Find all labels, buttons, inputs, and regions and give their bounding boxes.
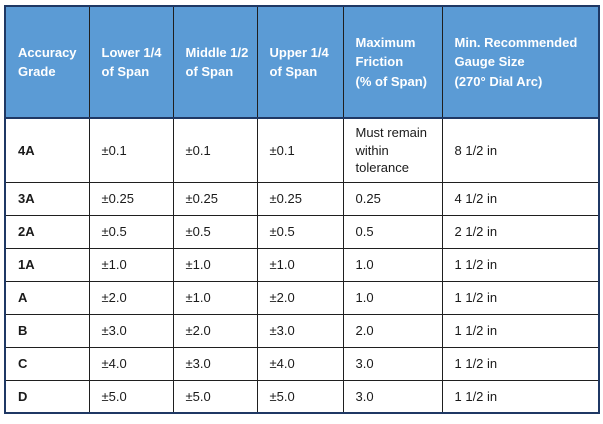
cell-lower: ±2.0 xyxy=(88,280,174,315)
col-header-middle-half: Middle 1/2 of Span xyxy=(172,5,258,119)
cell-gauge: 4 1/2 in xyxy=(441,181,600,216)
cell-grade: A xyxy=(4,280,90,315)
cell-middle: ±0.25 xyxy=(172,181,258,216)
cell-upper: ±0.1 xyxy=(256,117,344,183)
table-row-3a: 3A ±0.25 ±0.25 ±0.25 0.25 4 1/2 in xyxy=(4,181,600,216)
cell-friction: 1.0 xyxy=(342,280,443,315)
cell-middle: ±1.0 xyxy=(172,280,258,315)
cell-lower: ±0.25 xyxy=(88,181,174,216)
cell-upper: ±0.25 xyxy=(256,181,344,216)
cell-upper: ±5.0 xyxy=(256,379,344,414)
cell-friction: 0.25 xyxy=(342,181,443,216)
cell-gauge: 1 1/2 in xyxy=(441,379,600,414)
col-header-min-gauge-size: Min. Recommended Gauge Size (270° Dial A… xyxy=(441,5,600,119)
cell-upper: ±1.0 xyxy=(256,247,344,282)
cell-grade: B xyxy=(4,313,90,348)
table-row-c: C ±4.0 ±3.0 ±4.0 3.0 1 1/2 in xyxy=(4,346,600,381)
cell-friction: 0.5 xyxy=(342,214,443,249)
cell-gauge: 1 1/2 in xyxy=(441,346,600,381)
table-row-2a: 2A ±0.5 ±0.5 ±0.5 0.5 2 1/2 in xyxy=(4,214,600,249)
cell-grade: 3A xyxy=(4,181,90,216)
cell-lower: ±0.1 xyxy=(88,117,174,183)
cell-middle: ±5.0 xyxy=(172,379,258,414)
cell-grade: D xyxy=(4,379,90,414)
table-row-4a: 4A ±0.1 ±0.1 ±0.1 Must remain within tol… xyxy=(4,117,600,183)
cell-gauge: 1 1/2 in xyxy=(441,247,600,282)
table-row-a: A ±2.0 ±1.0 ±2.0 1.0 1 1/2 in xyxy=(4,280,600,315)
col-header-upper-quarter: Upper 1/4 of Span xyxy=(256,5,344,119)
cell-lower: ±4.0 xyxy=(88,346,174,381)
cell-lower: ±3.0 xyxy=(88,313,174,348)
cell-upper: ±2.0 xyxy=(256,280,344,315)
table-body: 4A ±0.1 ±0.1 ±0.1 Must remain within tol… xyxy=(4,117,600,414)
cell-friction: 2.0 xyxy=(342,313,443,348)
accuracy-grade-table-wrapper: Accuracy Grade Lower 1/4 of Span Middle … xyxy=(4,5,600,415)
cell-grade: 2A xyxy=(4,214,90,249)
cell-gauge: 2 1/2 in xyxy=(441,214,600,249)
table-row-d: D ±5.0 ±5.0 ±5.0 3.0 1 1/2 in xyxy=(4,379,600,414)
table-header: Accuracy Grade Lower 1/4 of Span Middle … xyxy=(4,5,600,119)
cell-lower: ±5.0 xyxy=(88,379,174,414)
cell-grade: 4A xyxy=(4,117,90,183)
cell-friction: 3.0 xyxy=(342,379,443,414)
cell-friction: 3.0 xyxy=(342,346,443,381)
cell-friction: Must remain within tolerance xyxy=(342,117,443,183)
cell-middle: ±0.1 xyxy=(172,117,258,183)
col-header-max-friction: Maximum Friction (% of Span) xyxy=(342,5,443,119)
cell-upper: ±4.0 xyxy=(256,346,344,381)
cell-lower: ±0.5 xyxy=(88,214,174,249)
accuracy-grade-table: Accuracy Grade Lower 1/4 of Span Middle … xyxy=(4,5,600,415)
cell-gauge: 1 1/2 in xyxy=(441,280,600,315)
cell-grade: C xyxy=(4,346,90,381)
col-header-accuracy-grade: Accuracy Grade xyxy=(4,5,90,119)
cell-grade: 1A xyxy=(4,247,90,282)
cell-lower: ±1.0 xyxy=(88,247,174,282)
cell-friction: 1.0 xyxy=(342,247,443,282)
cell-upper: ±3.0 xyxy=(256,313,344,348)
table-row-1a: 1A ±1.0 ±1.0 ±1.0 1.0 1 1/2 in xyxy=(4,247,600,282)
cell-middle: ±1.0 xyxy=(172,247,258,282)
cell-gauge: 8 1/2 in xyxy=(441,117,600,183)
cell-middle: ±3.0 xyxy=(172,346,258,381)
cell-middle: ±0.5 xyxy=(172,214,258,249)
cell-gauge: 1 1/2 in xyxy=(441,313,600,348)
table-row-b: B ±3.0 ±2.0 ±3.0 2.0 1 1/2 in xyxy=(4,313,600,348)
cell-upper: ±0.5 xyxy=(256,214,344,249)
header-row: Accuracy Grade Lower 1/4 of Span Middle … xyxy=(4,5,600,119)
col-header-lower-quarter: Lower 1/4 of Span xyxy=(88,5,174,119)
cell-middle: ±2.0 xyxy=(172,313,258,348)
